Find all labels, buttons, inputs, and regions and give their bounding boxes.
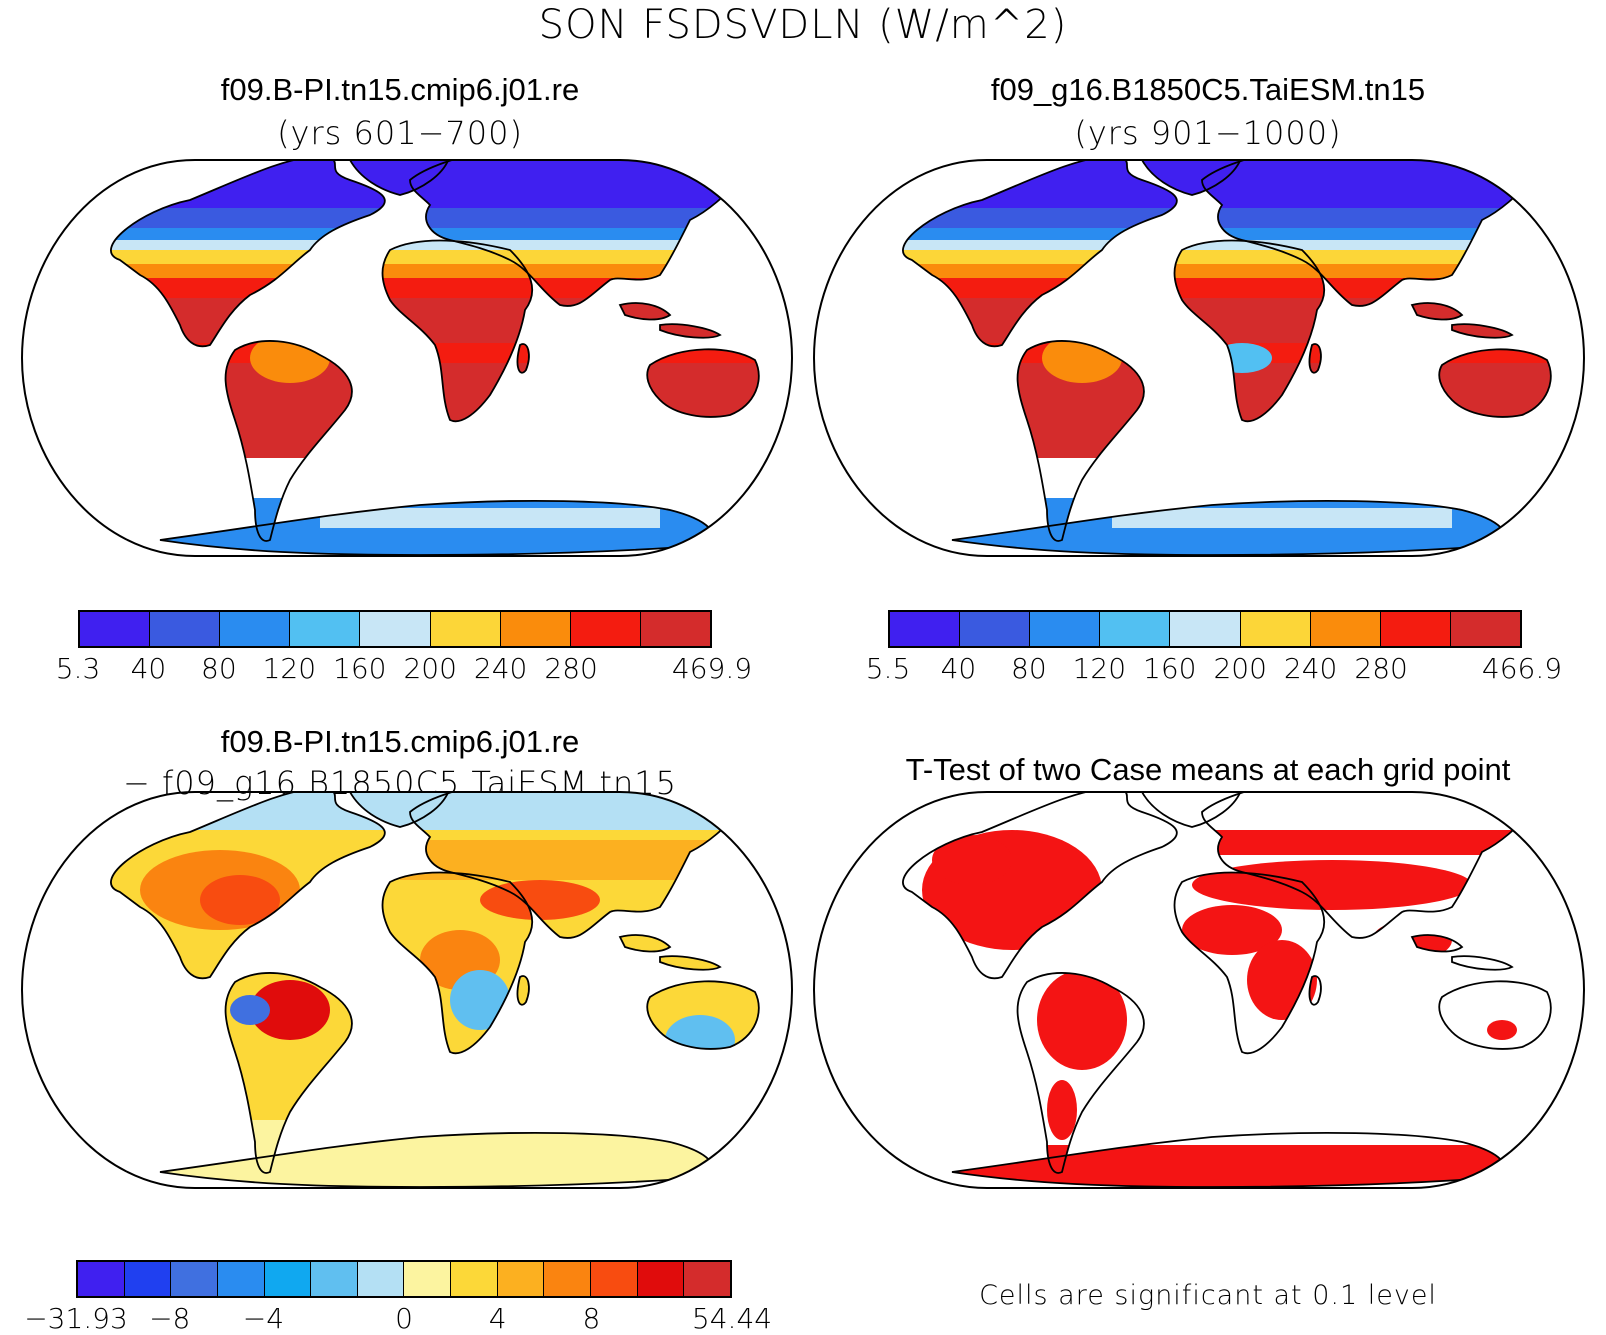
colorbar-swatch bbox=[78, 1262, 125, 1296]
colorbar-swatch bbox=[1170, 612, 1241, 646]
colorbar-swatch bbox=[890, 612, 961, 646]
colorbar-swatch bbox=[1310, 612, 1381, 646]
colorbar-swatch bbox=[637, 1262, 685, 1296]
colorbar-swatch bbox=[124, 1262, 172, 1296]
colorbar-swatch bbox=[220, 612, 291, 646]
colorbar-tick-label: 80 bbox=[201, 652, 237, 685]
colorbar-swatch bbox=[290, 612, 361, 646]
colorbar-tick-label: 54.44 bbox=[691, 1302, 773, 1335]
colorbar-swatch bbox=[960, 612, 1031, 646]
panel3-title: f09.B-PI.tn15.cmip6.j01.re bbox=[220, 724, 580, 759]
colorbar-tick-label: 469.9 bbox=[671, 652, 753, 685]
panel1-title: f09.B-PI.tn15.cmip6.j01.re bbox=[220, 72, 580, 107]
colorbar-tick-label: 120 bbox=[262, 652, 317, 685]
figure-title: SON FSDSVDLN (W/m^2) bbox=[538, 2, 1068, 48]
panel2-subtitle: (yrs 901−1000) bbox=[1074, 114, 1342, 152]
colorbar-swatch bbox=[80, 612, 151, 646]
colorbar-swatch bbox=[1450, 612, 1520, 646]
colorbar-tick-label: 280 bbox=[544, 652, 598, 685]
colorbar-swatch bbox=[500, 612, 571, 646]
colorbar-swatch bbox=[1380, 612, 1451, 646]
colorbar-swatch bbox=[1100, 612, 1171, 646]
colorbar-tick-label: 40 bbox=[130, 652, 167, 685]
colorbar-panel3 bbox=[76, 1260, 732, 1298]
colorbar-swatch bbox=[1030, 612, 1101, 646]
panel2-map bbox=[812, 159, 1586, 557]
colorbar-swatch bbox=[404, 1262, 452, 1296]
colorbar-swatch bbox=[264, 1262, 312, 1296]
panel3-map bbox=[20, 791, 794, 1189]
colorbar-tick-label: 160 bbox=[333, 652, 387, 685]
colorbar-tick-label: 80 bbox=[1011, 652, 1047, 685]
colorbar-swatch bbox=[357, 1262, 405, 1296]
colorbar-swatch bbox=[544, 1262, 592, 1296]
colorbar-swatch bbox=[684, 1262, 730, 1296]
colorbar-tick-label: 40 bbox=[940, 652, 977, 685]
colorbar-tick-label: 280 bbox=[1354, 652, 1408, 685]
colorbar-swatch bbox=[1240, 612, 1311, 646]
panel1-map bbox=[20, 159, 794, 557]
colorbar-swatch bbox=[430, 612, 501, 646]
colorbar-swatch bbox=[171, 1262, 218, 1296]
colorbar-panel2 bbox=[888, 610, 1522, 648]
panel1-subtitle: (yrs 601−700) bbox=[277, 114, 523, 152]
colorbar-tick-label: 160 bbox=[1143, 652, 1197, 685]
colorbar-tick-label: 8 bbox=[582, 1302, 601, 1335]
colorbar-swatch bbox=[311, 1262, 358, 1296]
significance-note: Cells are significant at 0.1 level bbox=[979, 1280, 1437, 1311]
panel2-title: f09_g16.B1850C5.TaiESM.tn15 bbox=[990, 72, 1426, 107]
colorbar-tick-label: −8 bbox=[149, 1302, 191, 1335]
colorbar-swatch bbox=[451, 1262, 498, 1296]
colorbar-swatch bbox=[497, 1262, 545, 1296]
colorbar-tick-label: −4 bbox=[242, 1302, 285, 1335]
colorbar-tick-label: 5.5 bbox=[865, 652, 911, 685]
colorbar-tick-label: 120 bbox=[1072, 652, 1127, 685]
colorbar-swatch bbox=[217, 1262, 265, 1296]
panel4-title: T-Test of two Case means at each grid po… bbox=[905, 752, 1511, 787]
colorbar-tick-label: 0 bbox=[395, 1302, 413, 1335]
colorbar-swatch bbox=[591, 1262, 638, 1296]
colorbar-tick-label: 200 bbox=[403, 652, 457, 685]
colorbar-tick-label: 240 bbox=[1283, 652, 1338, 685]
colorbar-swatch bbox=[360, 612, 431, 646]
colorbar-tick-label: −31.93 bbox=[24, 1302, 128, 1335]
colorbar-swatch bbox=[570, 612, 641, 646]
colorbar-tick-label: 4 bbox=[488, 1302, 507, 1335]
panel4-map bbox=[812, 791, 1586, 1189]
colorbar-swatch bbox=[150, 612, 221, 646]
colorbar-tick-label: 200 bbox=[1213, 652, 1267, 685]
colorbar-panel1 bbox=[78, 610, 712, 648]
colorbar-tick-label: 466.9 bbox=[1481, 652, 1563, 685]
colorbar-tick-label: 5.3 bbox=[55, 652, 101, 685]
colorbar-swatch bbox=[640, 612, 710, 646]
colorbar-tick-label: 240 bbox=[473, 652, 528, 685]
